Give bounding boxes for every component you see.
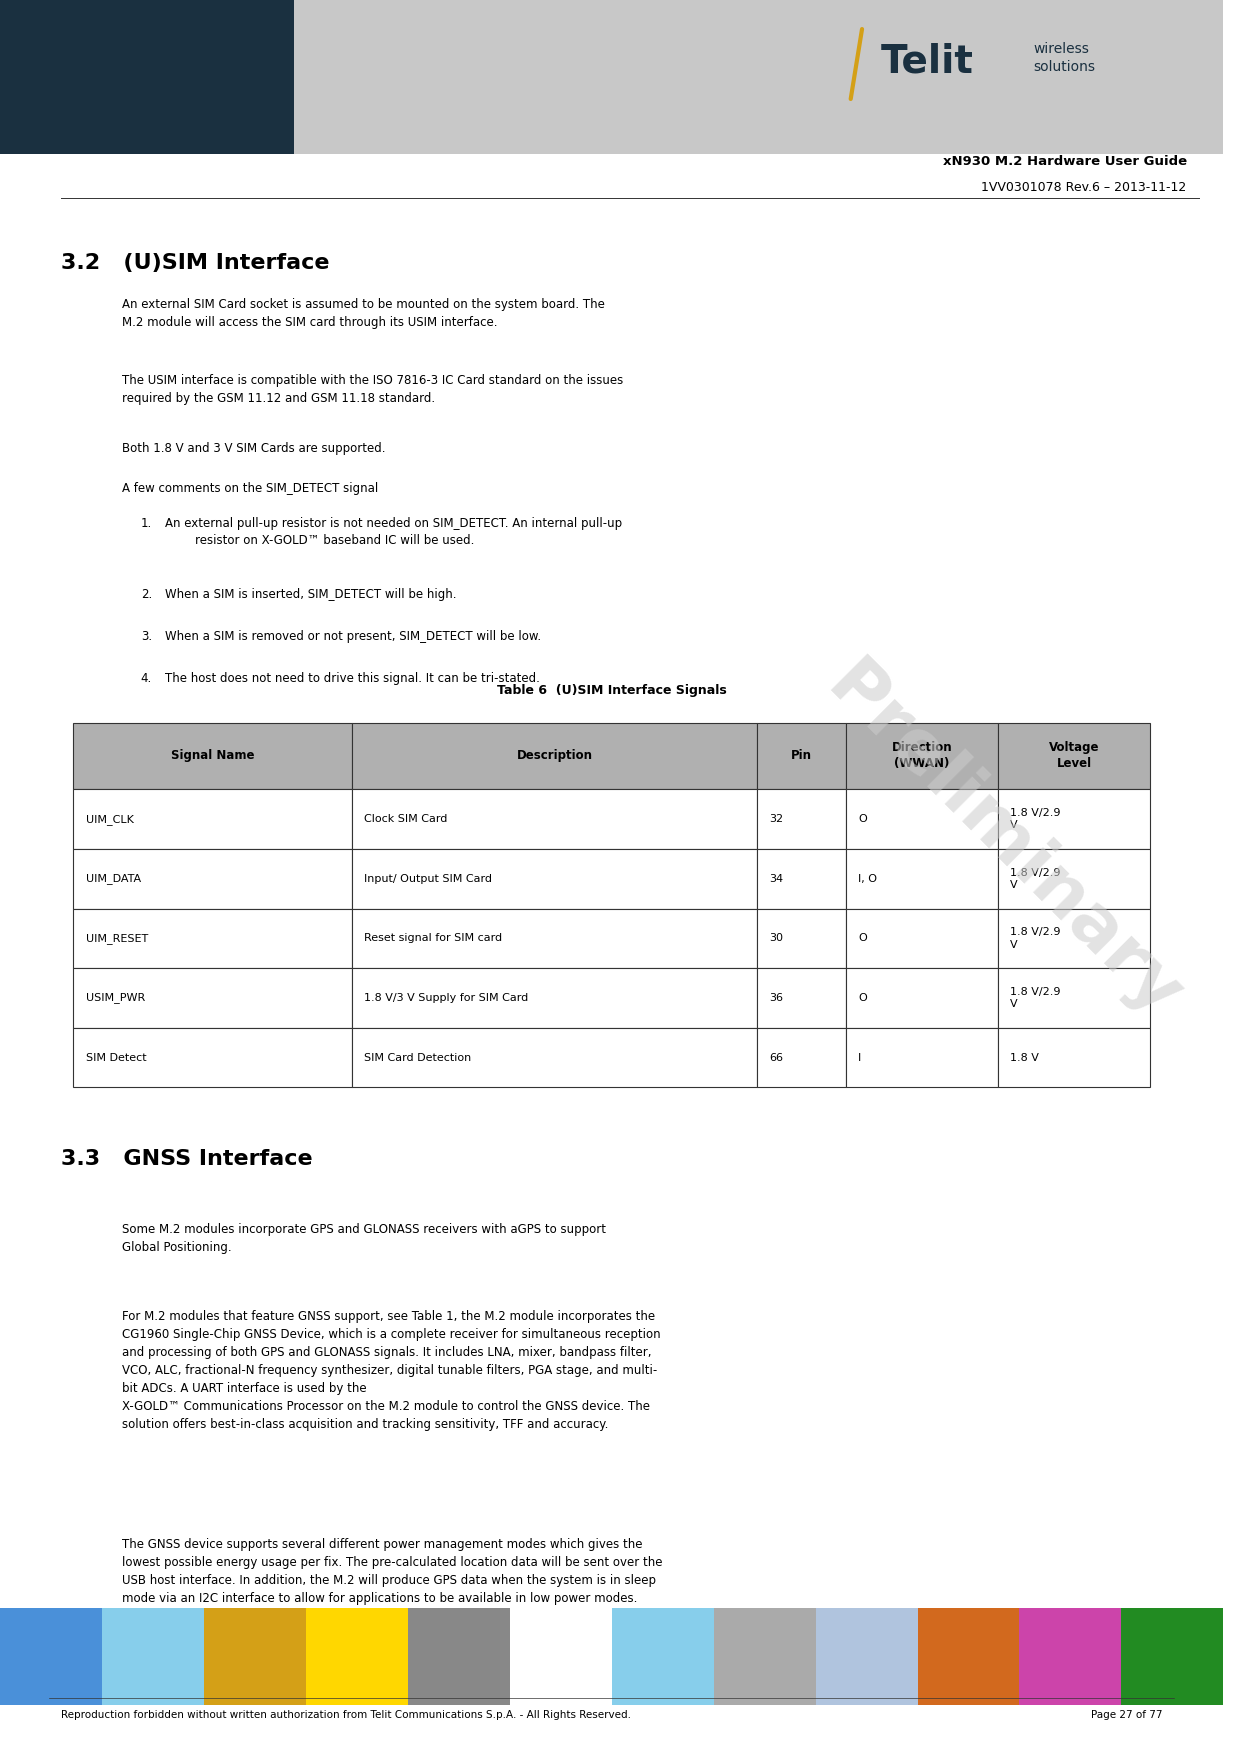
- Bar: [757, 723, 846, 789]
- Text: The GNSS device supports several different power management modes which gives th: The GNSS device supports several differe…: [123, 1538, 663, 1605]
- Bar: [73, 909, 352, 968]
- Bar: [612, 1608, 714, 1705]
- Text: 1VV0301078 Rev.6 – 2013-11-12: 1VV0301078 Rev.6 – 2013-11-12: [982, 181, 1186, 195]
- Bar: [0, 1608, 102, 1705]
- Text: Clock SIM Card: Clock SIM Card: [365, 814, 448, 824]
- Bar: [510, 1608, 612, 1705]
- Bar: [998, 723, 1150, 789]
- Bar: [294, 0, 1224, 154]
- Bar: [352, 909, 757, 968]
- Bar: [917, 1608, 1019, 1705]
- Text: 1.: 1.: [140, 517, 151, 530]
- Text: USIM_PWR: USIM_PWR: [86, 993, 145, 1003]
- Text: A few comments on the SIM_DETECT signal: A few comments on the SIM_DETECT signal: [123, 482, 379, 495]
- Bar: [352, 1028, 757, 1087]
- Text: wireless
solutions: wireless solutions: [1034, 42, 1096, 74]
- Text: 3.2   (U)SIM Interface: 3.2 (U)SIM Interface: [61, 253, 330, 272]
- Bar: [998, 789, 1150, 849]
- Bar: [352, 723, 757, 789]
- Bar: [757, 909, 846, 968]
- Bar: [846, 909, 998, 968]
- Text: 34: 34: [769, 873, 784, 884]
- Text: Preliminary: Preliminary: [813, 651, 1194, 1033]
- Bar: [0, 0, 294, 154]
- Bar: [998, 849, 1150, 909]
- Text: 3.3   GNSS Interface: 3.3 GNSS Interface: [61, 1149, 313, 1168]
- Bar: [352, 849, 757, 909]
- Text: The USIM interface is compatible with the ISO 7816-3 IC Card standard on the iss: The USIM interface is compatible with th…: [123, 374, 623, 405]
- Text: SIM Card Detection: SIM Card Detection: [365, 1052, 472, 1063]
- Text: The host does not need to drive this signal. It can be tri-stated.: The host does not need to drive this sig…: [165, 672, 540, 684]
- Text: Reset signal for SIM card: Reset signal for SIM card: [365, 933, 503, 944]
- Text: Direction
(WWAN): Direction (WWAN): [892, 742, 952, 770]
- Text: When a SIM is inserted, SIM_DETECT will be high.: When a SIM is inserted, SIM_DETECT will …: [165, 588, 457, 600]
- Text: Table 6  (U)SIM Interface Signals: Table 6 (U)SIM Interface Signals: [496, 684, 726, 696]
- Text: 32: 32: [769, 814, 784, 824]
- Text: I: I: [859, 1052, 861, 1063]
- Text: Both 1.8 V and 3 V SIM Cards are supported.: Both 1.8 V and 3 V SIM Cards are support…: [123, 442, 386, 454]
- Bar: [757, 789, 846, 849]
- Bar: [73, 723, 352, 789]
- Text: 36: 36: [769, 993, 783, 1003]
- Bar: [408, 1608, 510, 1705]
- Text: When a SIM is removed or not present, SIM_DETECT will be low.: When a SIM is removed or not present, SI…: [165, 630, 541, 642]
- Text: 1.8 V/2.9
V: 1.8 V/2.9 V: [1010, 928, 1061, 949]
- Bar: [1019, 1608, 1122, 1705]
- Text: UIM_CLK: UIM_CLK: [86, 814, 134, 824]
- Text: 1.8 V/3 V Supply for SIM Card: 1.8 V/3 V Supply for SIM Card: [365, 993, 529, 1003]
- Bar: [73, 1028, 352, 1087]
- Text: 1.8 V/2.9
V: 1.8 V/2.9 V: [1010, 988, 1061, 1009]
- Bar: [714, 1608, 815, 1705]
- Text: Description: Description: [516, 749, 593, 763]
- Text: An external pull-up resistor is not needed on SIM_DETECT. An internal pull-up
  : An external pull-up resistor is not need…: [165, 517, 622, 547]
- Bar: [352, 968, 757, 1028]
- Bar: [73, 968, 352, 1028]
- Text: UIM_DATA: UIM_DATA: [86, 873, 140, 884]
- Bar: [73, 849, 352, 909]
- Bar: [1122, 1608, 1224, 1705]
- Text: Pin: Pin: [792, 749, 812, 763]
- Text: 2.: 2.: [140, 588, 151, 600]
- Text: 1.8 V/2.9
V: 1.8 V/2.9 V: [1010, 868, 1061, 889]
- Bar: [204, 1608, 305, 1705]
- Bar: [846, 968, 998, 1028]
- Text: Reproduction forbidden without written authorization from Telit Communications S: Reproduction forbidden without written a…: [61, 1710, 632, 1721]
- Text: 3.: 3.: [140, 630, 151, 642]
- Bar: [998, 968, 1150, 1028]
- Text: 1.8 V: 1.8 V: [1010, 1052, 1039, 1063]
- Bar: [73, 789, 352, 849]
- Text: 66: 66: [769, 1052, 783, 1063]
- Text: Page 27 of 77: Page 27 of 77: [1091, 1710, 1163, 1721]
- Bar: [846, 849, 998, 909]
- Text: SIM Detect: SIM Detect: [86, 1052, 146, 1063]
- Text: An external SIM Card socket is assumed to be mounted on the system board. The
M.: An external SIM Card socket is assumed t…: [123, 298, 606, 330]
- Text: Some M.2 modules incorporate GPS and GLONASS receivers with aGPS to support
Glob: Some M.2 modules incorporate GPS and GLO…: [123, 1223, 607, 1254]
- Text: 4.: 4.: [140, 672, 151, 684]
- Bar: [998, 1028, 1150, 1087]
- Text: 1.8 V/2.9
V: 1.8 V/2.9 V: [1010, 809, 1061, 830]
- Bar: [846, 1028, 998, 1087]
- Bar: [757, 1028, 846, 1087]
- Bar: [757, 849, 846, 909]
- Bar: [815, 1608, 917, 1705]
- Text: Input/ Output SIM Card: Input/ Output SIM Card: [365, 873, 493, 884]
- Text: I, O: I, O: [859, 873, 877, 884]
- Bar: [102, 1608, 204, 1705]
- Text: 30: 30: [769, 933, 783, 944]
- Text: xN930 M.2 Hardware User Guide: xN930 M.2 Hardware User Guide: [943, 154, 1186, 168]
- Text: O: O: [859, 933, 867, 944]
- Bar: [352, 789, 757, 849]
- Text: O: O: [859, 993, 867, 1003]
- Text: Signal Name: Signal Name: [171, 749, 254, 763]
- Text: For M.2 modules that feature GNSS support, see Table 1, the M.2 module incorpora: For M.2 modules that feature GNSS suppor…: [123, 1310, 661, 1431]
- Text: Voltage
Level: Voltage Level: [1049, 742, 1100, 770]
- Text: UIM_RESET: UIM_RESET: [86, 933, 148, 944]
- Bar: [305, 1608, 408, 1705]
- Text: O: O: [859, 814, 867, 824]
- Bar: [757, 968, 846, 1028]
- Bar: [846, 723, 998, 789]
- Text: Telit: Telit: [881, 42, 974, 81]
- Bar: [846, 789, 998, 849]
- Bar: [998, 909, 1150, 968]
